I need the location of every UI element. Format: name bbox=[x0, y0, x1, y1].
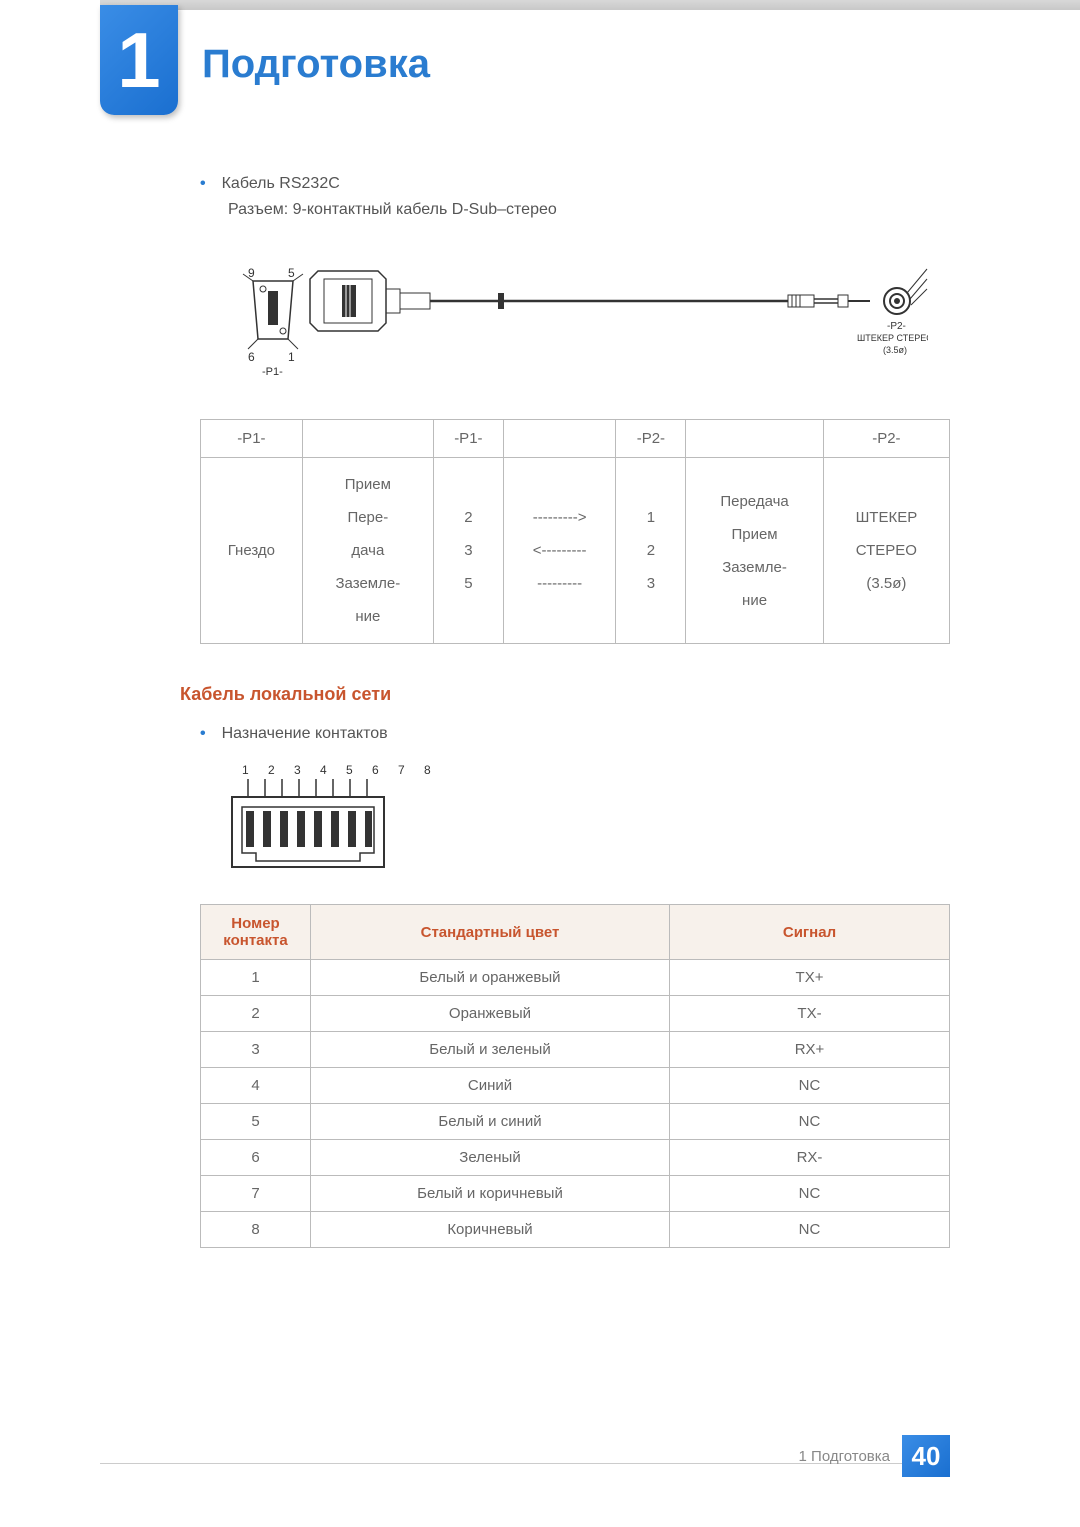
lan-signal: NC bbox=[670, 1068, 950, 1104]
rj45-pin-numbers: 1 2 3 4 5 6 7 8 bbox=[242, 763, 950, 777]
rs232-bullet: • Кабель RS232C bbox=[200, 175, 950, 193]
lan-num: 4 bbox=[201, 1068, 311, 1104]
lan-color: Белый и коричневый bbox=[311, 1176, 670, 1212]
lan-color: Белый и оранжевый bbox=[311, 960, 670, 996]
lan-heading: Кабель локальной сети bbox=[180, 684, 950, 705]
lan-header-row: Номерконтакта Стандартный цвет Сигнал bbox=[201, 905, 950, 960]
p2-size: (3.5ø) bbox=[883, 345, 907, 355]
lan-num: 6 bbox=[201, 1140, 311, 1176]
lan-color: Зеленый bbox=[311, 1140, 670, 1176]
rs-data-row: Гнездо ПриемПере-дачаЗаземле-ние 235 ---… bbox=[201, 458, 950, 644]
lan-row: 4СинийNC bbox=[201, 1068, 950, 1104]
lan-num: 7 bbox=[201, 1176, 311, 1212]
p1-label: -P1- bbox=[262, 366, 283, 378]
bullet-icon: • bbox=[200, 725, 206, 743]
lan-th-color: Стандартный цвет bbox=[311, 905, 670, 960]
rs-header-row: -P1- -P1- -P2- -P2- bbox=[201, 420, 950, 458]
lan-signal: NC bbox=[670, 1212, 950, 1248]
lan-row: 7Белый и коричневыйNC bbox=[201, 1176, 950, 1212]
lan-signal: NC bbox=[670, 1176, 950, 1212]
chapter-header: 1 Подготовка bbox=[0, 10, 1080, 115]
rs-h6 bbox=[686, 420, 824, 458]
lan-color: Синий bbox=[311, 1068, 670, 1104]
lan-num: 5 bbox=[201, 1104, 311, 1140]
bullet-icon: • bbox=[200, 175, 206, 193]
chapter-number-badge: 1 bbox=[100, 5, 178, 115]
lan-color: Белый и синий bbox=[311, 1104, 670, 1140]
lan-tbody: 1Белый и оранжевыйTX+ 2ОранжевыйTX- 3Бел… bbox=[201, 960, 950, 1248]
lan-row: 5Белый и синийNC bbox=[201, 1104, 950, 1140]
rs-h3: -P1- bbox=[433, 420, 503, 458]
lan-color: Белый и зеленый bbox=[311, 1032, 670, 1068]
lan-row: 3Белый и зеленыйRX+ bbox=[201, 1032, 950, 1068]
pin-6-label: 6 bbox=[248, 350, 255, 364]
cable-diagram-svg: 9 5 6 1 -P1- bbox=[228, 249, 928, 384]
lan-color: Коричневый bbox=[311, 1212, 670, 1248]
lan-signal: TX- bbox=[670, 996, 950, 1032]
pin-1-label: 1 bbox=[288, 350, 295, 364]
lan-bullet: • Назначение контактов bbox=[200, 725, 950, 743]
rs-h7: -P2- bbox=[823, 420, 949, 458]
pin-5-label: 5 bbox=[288, 266, 295, 280]
page-number: 40 bbox=[902, 1435, 950, 1477]
rs-c1: Гнездо bbox=[201, 458, 303, 644]
lan-signal: RX- bbox=[670, 1140, 950, 1176]
lan-num: 3 bbox=[201, 1032, 311, 1068]
rs232-diagram: 9 5 6 1 -P1- bbox=[228, 249, 950, 389]
rs-h1: -P1- bbox=[201, 420, 303, 458]
main-content: • Кабель RS232C Разъем: 9-контактный каб… bbox=[200, 175, 950, 1248]
lan-bullet-label: Назначение контактов bbox=[222, 725, 388, 743]
rs232-table: -P1- -P1- -P2- -P2- Гнездо ПриемПере-дач… bbox=[200, 419, 950, 644]
lan-num: 8 bbox=[201, 1212, 311, 1248]
chapter-title: Подготовка bbox=[202, 42, 430, 87]
rj45-svg bbox=[228, 779, 398, 874]
rs-h2 bbox=[302, 420, 433, 458]
rs-c3: 235 bbox=[433, 458, 503, 644]
lan-num: 2 bbox=[201, 996, 311, 1032]
lan-table: Номерконтакта Стандартный цвет Сигнал 1Б… bbox=[200, 904, 950, 1248]
page-footer: 1 Подготовка 40 bbox=[799, 1435, 950, 1477]
lan-row: 1Белый и оранжевыйTX+ bbox=[201, 960, 950, 996]
lan-num: 1 bbox=[201, 960, 311, 996]
lan-signal: TX+ bbox=[670, 960, 950, 996]
lan-signal: RX+ bbox=[670, 1032, 950, 1068]
lan-row: 2ОранжевыйTX- bbox=[201, 996, 950, 1032]
lan-color: Оранжевый bbox=[311, 996, 670, 1032]
lan-row: 6ЗеленыйRX- bbox=[201, 1140, 950, 1176]
lan-th-signal: Сигнал bbox=[670, 905, 950, 960]
rs232-connector-desc: Разъем: 9-контактный кабель D-Sub–стерео bbox=[228, 201, 950, 219]
rs-c2: ПриемПере-дачаЗаземле-ние bbox=[302, 458, 433, 644]
rs-c4: ---------><------------------ bbox=[503, 458, 616, 644]
lan-row: 8КоричневыйNC bbox=[201, 1212, 950, 1248]
rs-h5: -P2- bbox=[616, 420, 686, 458]
rs232-label: Кабель RS232C bbox=[222, 175, 340, 193]
rs-c5: 123 bbox=[616, 458, 686, 644]
footer-text: 1 Подготовка bbox=[799, 1448, 890, 1465]
top-gradient-bar bbox=[100, 0, 1080, 10]
lan-signal: NC bbox=[670, 1104, 950, 1140]
p2-label: -P2- bbox=[887, 321, 906, 332]
lan-th-num: Номерконтакта bbox=[201, 905, 311, 960]
rs-h4 bbox=[503, 420, 616, 458]
p2-sublabel: ШТЕКЕР СТЕРЕО bbox=[857, 333, 928, 343]
rs-c7: ШТЕКЕРСТЕРЕО(3.5ø) bbox=[823, 458, 949, 644]
rs-c6: ПередачаПриемЗаземле-ние bbox=[686, 458, 824, 644]
rj45-diagram: 1 2 3 4 5 6 7 8 bbox=[228, 763, 950, 874]
